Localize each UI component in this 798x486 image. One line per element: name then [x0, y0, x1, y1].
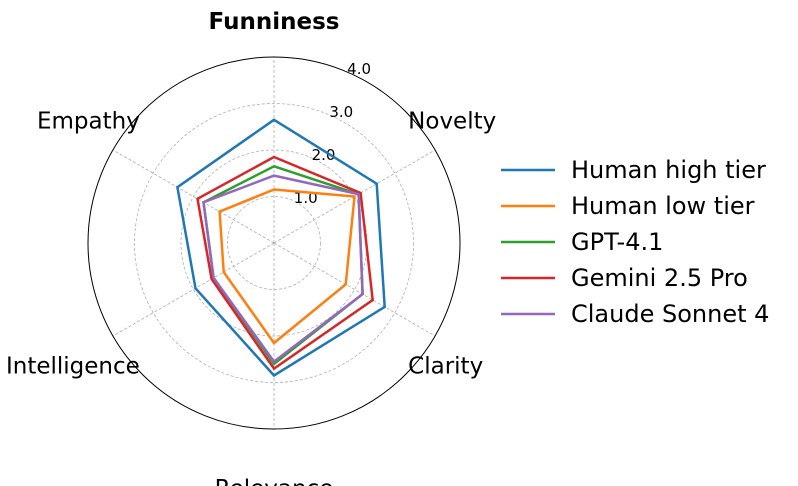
legend-label: GPT-4.1 — [571, 228, 663, 256]
axis-label-clarity: Clarity — [408, 354, 483, 380]
legend-label: Human high tier — [571, 156, 766, 184]
tick-label: 4.0 — [347, 60, 371, 78]
radar-grid — [87, 56, 461, 430]
legend: Human high tier Human low tier GPT-4.1 Gemi… — [501, 156, 769, 328]
series-line-human-high-tier — [176, 118, 386, 378]
series-line-gemini-2-5-pro — [196, 155, 375, 371]
grid-spoke-6 — [112, 149, 275, 244]
tick-label: 3.0 — [329, 103, 353, 121]
series-line-claude-sonnet-4 — [202, 174, 364, 364]
chart-title: Funniness — [209, 9, 340, 35]
legend-label: Claude Sonnet 4 — [571, 300, 769, 328]
series-lines — [176, 118, 386, 378]
grid-spoke-5 — [112, 242, 275, 337]
grid-ring-3 — [134, 103, 414, 383]
axis-label-empathy: Empathy — [37, 109, 140, 135]
legend-label: Human low tier — [571, 192, 755, 220]
axis-label-relevance: Relevance — [215, 476, 334, 486]
grid-spoke-3 — [273, 242, 436, 337]
axis-labels: Novelty Clarity Relevance Intelligence Empat… — [6, 109, 496, 486]
series-line-human-low-tier — [218, 188, 356, 345]
legend-label: Gemini 2.5 Pro — [571, 264, 748, 292]
axis-label-intelligence: Intelligence — [6, 354, 140, 380]
outer-ring — [87, 56, 461, 430]
axis-label-novelty: Novelty — [408, 109, 496, 135]
tick-label: 2.0 — [312, 146, 336, 164]
